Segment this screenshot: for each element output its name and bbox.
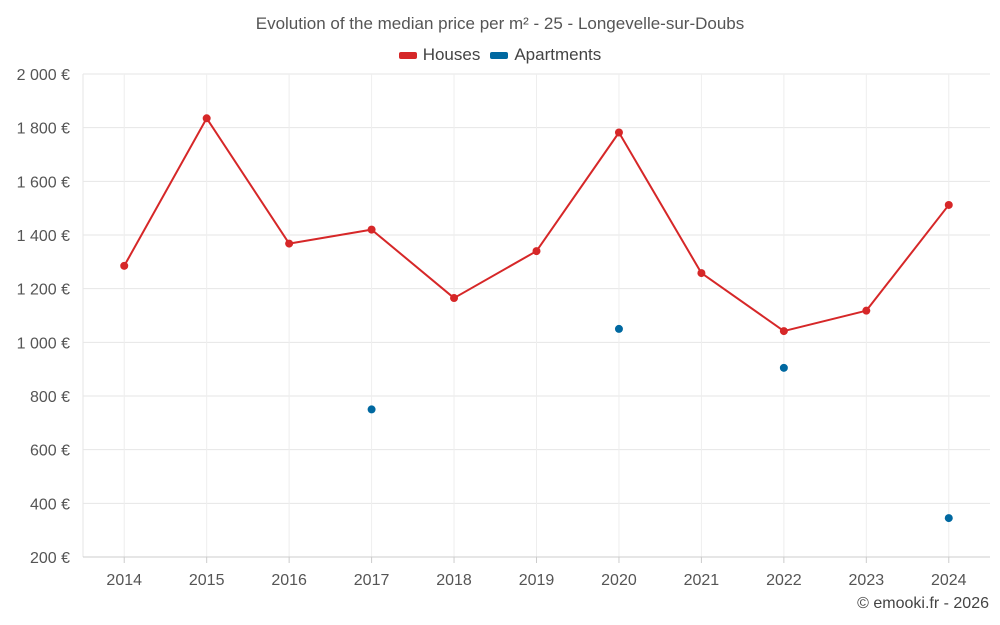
data-point-houses bbox=[779, 327, 788, 336]
data-point-apartments bbox=[944, 514, 953, 523]
x-tick-label: 2020 bbox=[601, 572, 637, 589]
legend-label-apartments: Apartments bbox=[514, 45, 602, 64]
data-point-houses bbox=[944, 200, 953, 209]
data-point-houses bbox=[862, 306, 871, 315]
x-tick-label: 2016 bbox=[271, 572, 307, 589]
data-point-houses bbox=[614, 128, 623, 137]
legend-item-apartments[interactable]: Apartments bbox=[490, 45, 601, 65]
legend-swatch-apartments bbox=[490, 51, 509, 59]
legend-label-houses: Houses bbox=[422, 45, 481, 64]
credit-text: © emooki.fr - 2026 bbox=[857, 595, 989, 612]
x-tick-label: 2022 bbox=[766, 572, 802, 589]
grid-layer bbox=[83, 73, 990, 558]
y-tick-label: 1 000 € bbox=[17, 335, 70, 352]
data-point-houses bbox=[120, 261, 129, 270]
x-tick-label: 2015 bbox=[189, 572, 225, 589]
y-tick-label: 1 800 € bbox=[17, 121, 70, 138]
data-point-houses bbox=[367, 225, 376, 234]
x-tick-label: 2019 bbox=[519, 572, 555, 589]
y-tick-label: 600 € bbox=[30, 443, 70, 460]
axis-layer: 200 € 400 € 600 € 800 € 1 000 € 1 200 € 1 400 … bbox=[17, 67, 990, 589]
x-tick-label: 2024 bbox=[931, 572, 967, 589]
data-point-apartments bbox=[779, 363, 788, 372]
y-tick-label: 1 200 € bbox=[17, 282, 70, 299]
x-tick-label: 2021 bbox=[684, 572, 720, 589]
y-tick-label: 200 € bbox=[30, 550, 70, 567]
data-point-apartments bbox=[614, 324, 623, 333]
data-point-houses bbox=[697, 269, 706, 278]
legend-item-houses[interactable]: Houses bbox=[398, 45, 481, 65]
legend-swatch-houses bbox=[398, 51, 417, 59]
y-tick-label: 1 400 € bbox=[17, 228, 70, 245]
x-tick-label: 2014 bbox=[106, 572, 142, 589]
y-tick-label: 800 € bbox=[30, 389, 70, 406]
y-tick-label: 1 600 € bbox=[17, 174, 70, 191]
x-tick-label: 2018 bbox=[436, 572, 472, 589]
x-tick-label: 2017 bbox=[354, 572, 390, 589]
data-point-houses bbox=[532, 247, 541, 256]
x-tick-label: 2023 bbox=[849, 572, 885, 589]
data-point-houses bbox=[202, 114, 211, 123]
y-tick-label: 400 € bbox=[30, 496, 70, 513]
legend: Houses Apartments bbox=[0, 45, 1000, 65]
chart-title: Evolution of the median price per m² - 2… bbox=[255, 14, 745, 33]
series-layer bbox=[120, 114, 953, 523]
data-point-apartments bbox=[367, 405, 376, 414]
y-tick-label: 2 000 € bbox=[17, 67, 70, 84]
data-point-houses bbox=[285, 239, 294, 248]
data-point-houses bbox=[450, 294, 459, 303]
